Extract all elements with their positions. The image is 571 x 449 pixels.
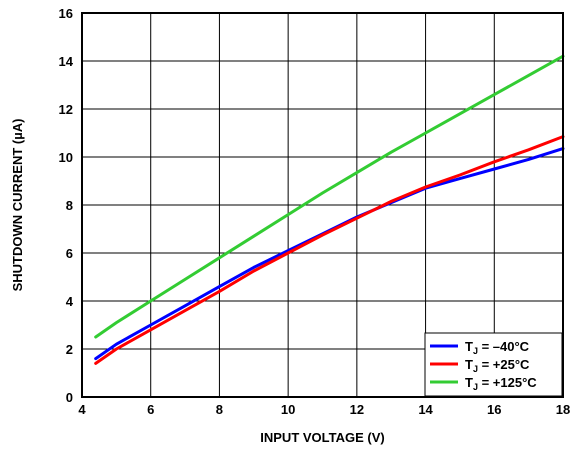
legend-label-1: TJ = +25°C <box>465 357 530 374</box>
series-line-1 <box>94 135 565 365</box>
y-tick-label: 6 <box>66 246 73 261</box>
y-tick-label: 4 <box>66 294 74 309</box>
x-tick-label: 6 <box>147 402 154 417</box>
x-tick-label: 14 <box>418 402 433 417</box>
y-tick-label: 8 <box>66 198 73 213</box>
y-tick-label: 2 <box>66 342 73 357</box>
legend: TJ = –40°CTJ = +25°CTJ = +125°C <box>424 332 563 397</box>
x-tick-label: 16 <box>487 402 501 417</box>
y-tick-labels: 0 2 4 6 8 10 12 14 16 <box>59 6 74 405</box>
y-tick-label: 16 <box>59 6 73 21</box>
x-tick-label: 8 <box>216 402 223 417</box>
y-axis-title: SHUTDOWN CURRENT (µA) <box>10 119 25 292</box>
y-tick-label: 0 <box>66 390 73 405</box>
x-tick-label: 18 <box>556 402 570 417</box>
y-tick-label: 12 <box>59 102 73 117</box>
x-axis-title: INPUT VOLTAGE (V) <box>260 430 384 445</box>
y-tick-label: 14 <box>59 54 74 69</box>
series-lines <box>94 54 565 365</box>
x-tick-label: 10 <box>281 402 295 417</box>
plot-frame <box>81 12 564 398</box>
x-tick-label: 12 <box>350 402 364 417</box>
legend-label-0: TJ = –40°C <box>465 339 530 356</box>
series-line-2 <box>94 54 565 339</box>
x-tick-labels: 4 6 8 10 12 14 16 18 <box>78 402 570 417</box>
legend-label-2: TJ = +125°C <box>465 375 537 392</box>
series-line-0 <box>94 147 565 361</box>
y-tick-label: 10 <box>59 150 73 165</box>
x-tick-label: 4 <box>78 402 86 417</box>
